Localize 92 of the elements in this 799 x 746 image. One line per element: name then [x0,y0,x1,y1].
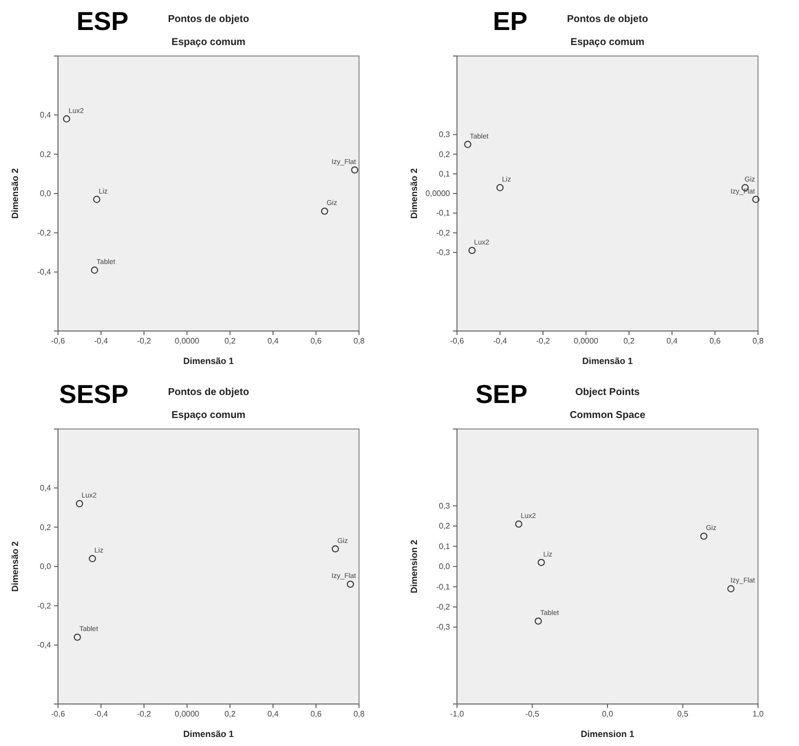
x-tick-label: 0,0000 [174,336,200,346]
point [93,196,100,203]
point [88,555,96,562]
y-tick-label: -0,2 [37,601,52,610]
x-tick-label: 0,0 [602,710,614,719]
point [496,184,504,192]
text: ESP [76,6,128,36]
x-tick-label: 0,4 [267,710,280,719]
point [76,500,84,508]
x-axis-title: Dimensão 1 [183,729,234,739]
x-tick-label: -0,6 [51,710,66,719]
point [515,520,522,528]
x-tick-label: 0,8 [353,710,366,719]
y-tick-label: 0,1 [438,542,451,551]
x-tick-label: -0,4 [94,336,108,346]
y-axis-title: Dimension 2 [409,540,419,594]
x-tick-label: 0,0000 [174,710,200,719]
y-tick-label: 0,0000 [426,189,451,198]
chart-title: Object Points [575,387,640,398]
x-tick-label: 0,6 [709,336,722,346]
y-tick-label: 0,0 [40,189,52,198]
y-axis-title: Dimensão 2 [10,168,20,219]
x-tick-label: 0,6 [310,336,322,346]
point [321,208,328,215]
y-tick-label: 0,0 [40,562,52,572]
x-axis-title: Dimensão 1 [183,356,234,366]
y-tick-label: -0,2 [436,228,451,238]
y-tick-label: -0,3 [436,622,451,632]
y-tick-label: 0,3 [438,501,451,510]
x-tick-label: 1,0 [752,710,764,719]
y-tick-label: -0,2 [37,228,52,238]
y-tick-label: 0,1 [438,169,451,178]
point [332,545,339,552]
point [727,585,734,592]
y-tick-label: 0,2 [40,522,52,532]
chart-title: Pontos de objeto [168,387,250,398]
text: EP [492,6,528,36]
y-tick-label: 0,4 [40,483,52,492]
x-tick-label: -0,6 [51,336,66,346]
x-tick-label: 0,6 [310,710,322,719]
chart-subtitle: Common Space [570,410,646,421]
y-axis-title: Dimensão 2 [409,168,419,219]
x-tick-label: 0,8 [752,336,764,346]
point [752,196,760,203]
point [464,140,472,148]
x-tick-label: -0,2 [137,710,152,719]
y-tick-label: 0,2 [40,150,52,159]
y-tick-label: 0,2 [438,522,451,531]
text: SESP [59,379,128,409]
point [468,246,476,254]
y-tick-label: -0,3 [436,248,451,257]
x-tick-label: -0,4 [94,710,108,719]
y-tick-label: 0,2 [438,150,451,159]
y-tick-label: 0,4 [40,110,52,120]
text: SEP [475,379,528,409]
y-tick-label: 0,0 [438,562,451,572]
point [346,580,354,588]
point [63,115,70,122]
y-tick-label: -0,1 [436,208,451,218]
chart-title: Pontos de objeto [168,14,250,25]
y-tick-label: -0,4 [37,640,52,650]
x-tick-label: 0,4 [267,336,280,346]
chart-subtitle: Espaço comum [172,410,246,421]
x-tick-label: -1,0 [450,710,464,719]
point [351,166,358,174]
x-tick-label: 0,5 [677,710,689,719]
x-tick-label: -0,2 [536,336,550,346]
x-axis-title: Dimension 1 [580,729,634,739]
x-tick-label: -0,5 [525,710,540,719]
x-tick-label: 0,2 [224,710,236,719]
y-tick-label: -0,1 [436,582,451,592]
y-axis-title: Dimensão 2 [10,541,20,592]
x-axis-title: Dimensão 1 [582,356,633,366]
x-tick-label: -0,2 [137,336,152,346]
x-tick-label: 0,8 [353,336,366,346]
point [700,532,708,540]
chart-title: Pontos de objeto [566,14,648,25]
y-tick-label: 0,3 [438,130,451,140]
chart-subtitle: Espaço comum [172,37,246,48]
x-tick-label: 0,0000 [574,336,599,346]
x-tick-label: 0,2 [224,336,236,346]
x-tick-label: 0,2 [623,336,636,346]
x-tick-label: -0,4 [493,336,508,346]
point [90,266,98,274]
x-tick-label: 0,4 [666,336,678,346]
y-tick-label: -0,4 [37,268,52,277]
x-tick-label: -0,6 [450,336,464,346]
point [534,618,542,625]
point [74,634,81,641]
point [538,558,545,566]
chart-subtitle: Espaço comum [570,37,645,48]
y-tick-label: -0,2 [436,602,451,612]
